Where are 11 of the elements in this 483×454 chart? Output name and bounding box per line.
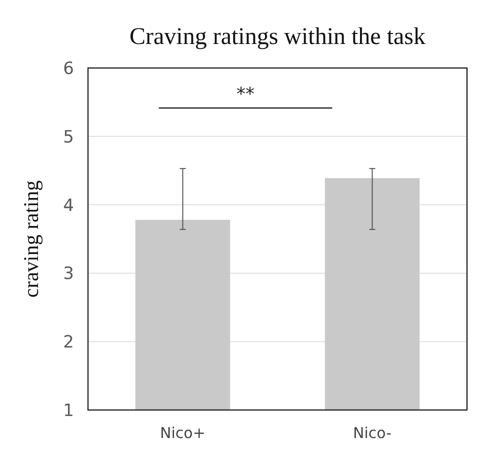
y-tick-label: 6 [63, 58, 74, 79]
y-tick-label: 5 [63, 127, 74, 148]
x-tick-label: Nico+ [160, 424, 206, 442]
y-tick-label: 3 [63, 264, 74, 284]
y-tick-label: 2 [63, 332, 74, 353]
x-tick-label: Nico- [352, 424, 392, 442]
y-tick-label: 4 [63, 196, 74, 216]
y-axis-title: craving rating [19, 180, 43, 298]
annotation: ** [236, 84, 254, 105]
y-tick-label: 1 [63, 400, 74, 421]
chart-title: Craving ratings within the task [130, 24, 426, 50]
